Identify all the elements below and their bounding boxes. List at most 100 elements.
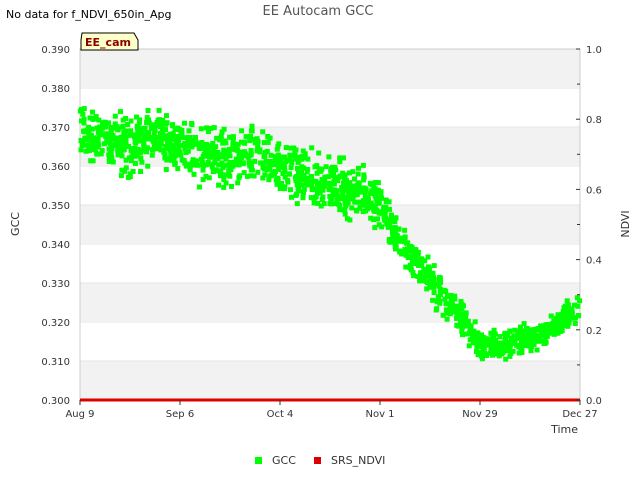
gcc-point [526, 343, 532, 349]
gcc-point [302, 151, 308, 157]
gcc-point [477, 339, 483, 345]
gcc-point [431, 284, 437, 290]
gcc-point [361, 177, 367, 183]
gcc-point [226, 168, 232, 174]
gcc-point [333, 192, 339, 198]
gcc-point [205, 160, 211, 165]
gcc-point [335, 178, 341, 184]
x-tick-label: Sep 6 [166, 409, 194, 420]
gcc-point [463, 310, 469, 316]
gcc-point [272, 154, 278, 160]
gcc-point [357, 205, 363, 211]
gcc-point [212, 151, 218, 157]
gcc-point [340, 170, 346, 176]
gcc-point [314, 163, 320, 169]
gcc-point [274, 146, 280, 152]
gcc-point [132, 145, 138, 151]
gcc-point [261, 140, 267, 146]
gcc-point [318, 203, 324, 209]
gcc-point [293, 174, 299, 180]
gcc-point [309, 173, 314, 179]
y-axis-label: GCC [9, 212, 22, 236]
gcc-point [80, 142, 85, 148]
y2-axis-ticks: 0.0 0.2 0.4 0.6 0.8 1.0 [576, 45, 602, 407]
gcc-point [419, 256, 425, 262]
gcc-point [487, 336, 493, 342]
gcc-point [454, 303, 460, 309]
gcc-point [547, 323, 553, 329]
gcc-point [345, 196, 351, 202]
gcc-point [81, 120, 87, 126]
gcc-point [166, 156, 172, 162]
gcc-point [544, 328, 550, 334]
gcc-point [146, 117, 151, 123]
gcc-point [112, 113, 118, 119]
gcc-point [127, 171, 133, 177]
gcc-point [205, 129, 211, 135]
gcc-point [149, 152, 155, 158]
x-axis-ticks: Aug 9 Sep 6 Oct 4 Nov 1 Nov 29 Dec 27 [65, 400, 598, 420]
gcc-point [226, 146, 232, 152]
gcc-point [386, 217, 392, 223]
gcc-point [458, 299, 464, 304]
gcc-point [387, 206, 392, 212]
gcc-point [163, 144, 169, 149]
gcc-point [191, 162, 197, 168]
gcc-point [187, 167, 193, 173]
gcc-point [387, 239, 393, 245]
gcc-point [232, 159, 238, 165]
gcc-point [544, 333, 550, 339]
gcc-point [493, 345, 499, 351]
gcc-point [230, 134, 236, 140]
gcc-point [126, 155, 132, 161]
gcc-point [213, 167, 219, 173]
gcc-point [356, 165, 361, 171]
gcc-point [158, 147, 164, 153]
gcc-point [177, 149, 183, 155]
gcc-point [267, 163, 273, 169]
gcc-point [260, 160, 266, 166]
gcc-point [534, 347, 540, 353]
gcc-point [115, 152, 121, 158]
gcc-point [164, 113, 169, 119]
gcc-point [300, 195, 306, 201]
gcc-point [102, 119, 108, 125]
gcc-point [437, 274, 443, 280]
gcc-point [295, 186, 301, 192]
gcc-point [120, 123, 126, 129]
gcc-point [189, 122, 195, 128]
gcc-point [255, 169, 261, 175]
gcc-point [163, 167, 169, 172]
gcc-point [267, 135, 273, 141]
gcc-point [99, 148, 105, 154]
gcc-point [143, 131, 149, 137]
gcc-point [340, 207, 346, 213]
gcc-point [186, 143, 192, 149]
gcc-point [90, 109, 95, 115]
gcc-point [357, 186, 363, 192]
gcc-point [120, 147, 126, 153]
gcc-point [293, 193, 299, 198]
gcc-point [141, 139, 147, 145]
gcc-point [491, 332, 496, 338]
gcc-point [100, 120, 105, 126]
gcc-point [282, 154, 287, 160]
gcc-point [347, 217, 353, 223]
chart-title: EE Autocam GCC [263, 4, 374, 19]
gcc-point [178, 127, 183, 133]
gcc-point [402, 234, 408, 240]
gcc-point [396, 238, 402, 244]
site-label: EE_cam [85, 36, 131, 49]
gcc-point [369, 188, 375, 194]
gcc-point [319, 166, 325, 172]
gcc-point [95, 144, 101, 150]
gcc-point [434, 306, 440, 312]
gcc-point [448, 293, 454, 299]
gcc-point [440, 312, 446, 318]
gcc-point [295, 169, 301, 175]
gcc-point [301, 165, 307, 171]
gcc-point [150, 147, 156, 153]
gcc-point [334, 188, 340, 194]
gcc-point [342, 178, 348, 184]
gcc-point [254, 136, 260, 142]
